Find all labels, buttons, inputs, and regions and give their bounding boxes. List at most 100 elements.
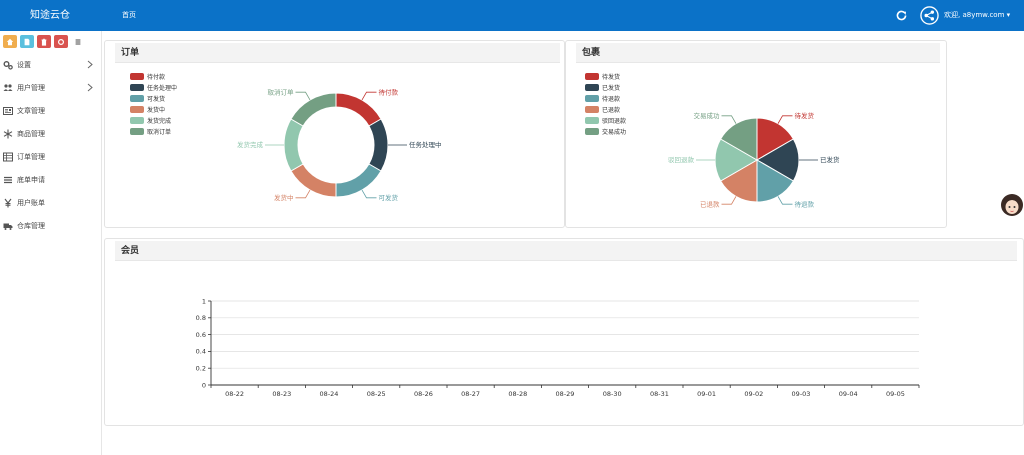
pie-slice-label: 取消订单	[268, 87, 295, 96]
legend-item[interactable]: 取消订单	[130, 126, 177, 137]
legend-item[interactable]: 待发货	[585, 71, 626, 82]
legend-label: 发货完成	[147, 118, 172, 125]
legend-item[interactable]: 已发货	[585, 82, 626, 93]
legend-swatch	[585, 84, 599, 91]
legend-swatch	[585, 95, 599, 102]
y-tick-label: 0.4	[196, 348, 206, 356]
shortcut-bar	[3, 35, 85, 48]
pie-slice-label: 待付款	[379, 87, 399, 96]
orders-panel: 订单 待付款 任务处理中 可发货 发货中 发货完成 取消订单 待付款 任务处理中 可发货 发货中…	[104, 40, 565, 228]
y-tick-label: 0.6	[196, 331, 206, 339]
legend-item[interactable]: 发货中	[130, 104, 177, 115]
legend-label: 待发货	[602, 74, 621, 81]
trash-shortcut-button[interactable]	[37, 35, 51, 48]
x-tick-label: 08-25	[367, 390, 386, 398]
sidebar-item-orders[interactable]: 订单管理	[0, 145, 101, 168]
legend-swatch	[585, 106, 599, 113]
legend-swatch	[130, 84, 144, 91]
list-shortcut-button[interactable]	[71, 35, 85, 48]
pie-slice[interactable]	[756, 138, 800, 182]
pie-slice[interactable]	[719, 117, 758, 161]
legend-label: 驳回退款	[602, 118, 627, 125]
packages-legend: 待发货 已发货待退款已退款驳回退款交易成功	[585, 71, 626, 137]
legend-item[interactable]: 交易成功	[585, 126, 626, 137]
list-icon	[4, 176, 12, 183]
legend-swatch	[585, 117, 599, 124]
settings-shortcut-button[interactable]	[54, 35, 68, 48]
pie-slice-label: 交易成功	[694, 111, 721, 120]
home-icon	[6, 38, 14, 45]
list-icon	[75, 39, 81, 44]
truck-icon	[3, 223, 13, 230]
legend-swatch	[130, 128, 144, 135]
pie-label-line	[777, 196, 793, 205]
members-line-chart: 0 0.2 0.4 0.6 0.8 1 08-22 08-23 08-24 08-25 08-26 0…	[196, 297, 920, 398]
top-bar: 知途云仓 首页 欢迎, a8ymw.com ▾	[0, 0, 1024, 31]
x-tick-label: 08-26	[414, 390, 433, 398]
members-panel: 会员 0 0.2 0.4 0.6 0.8 1 08-22 08-23 08-24 08-25 08-…	[104, 238, 1024, 426]
legend-item[interactable]: 待付款	[130, 71, 177, 82]
pie-slice[interactable]	[719, 159, 758, 203]
legend-label: 待付款	[147, 74, 166, 81]
legend-label: 待退款	[602, 96, 621, 103]
trash-icon	[41, 38, 47, 46]
pie-slice[interactable]	[756, 159, 795, 203]
sidebar-item-label: 商品管理	[17, 129, 45, 138]
legend-label: 已退款	[602, 107, 621, 114]
pie-slice[interactable]	[290, 163, 337, 198]
user-menu-toggle[interactable]: 欢迎, a8ymw.com ▾	[944, 0, 1010, 31]
welcome-text: 欢迎, a8ymw.com	[944, 11, 1005, 19]
sidebar-item-bills[interactable]: 用户账单	[0, 191, 101, 214]
legend-item[interactable]: 可发货	[130, 93, 177, 104]
sidebar-item-users[interactable]: 用户管理	[0, 76, 101, 99]
sidebar-item-label: 文章管理	[17, 106, 45, 115]
sidebar-item-articles[interactable]: 文章管理	[0, 99, 101, 122]
pie-slice[interactable]	[756, 117, 795, 161]
pie-label-line	[721, 196, 737, 205]
users-icon	[3, 83, 13, 91]
pie-slice[interactable]	[368, 118, 389, 172]
home-shortcut-button[interactable]	[3, 35, 17, 48]
brand-logo[interactable]: 知途云仓	[30, 10, 70, 21]
sidebar-item-warehouse[interactable]: 仓库管理	[0, 214, 101, 237]
sidebar-item-settings[interactable]: 设置	[0, 53, 101, 76]
assistant-avatar-icon[interactable]	[1000, 192, 1024, 218]
y-tick-label: 0.2	[196, 365, 206, 373]
members-panel-title: 会员	[115, 241, 1017, 261]
pie-slice[interactable]	[714, 138, 758, 182]
orders-panel-title: 订单	[115, 43, 560, 63]
legend-label: 可发货	[147, 96, 166, 103]
sidebar: 设置 用户管理 文章管理 商品管理 订单管理 底单申请 用户账单	[0, 31, 102, 455]
file-shortcut-button[interactable]	[20, 35, 34, 48]
legend-item[interactable]: 任务处理中	[130, 82, 177, 93]
pie-slice-label: 可发货	[379, 193, 399, 202]
sidebar-item-label: 设置	[17, 60, 31, 69]
legend-item[interactable]: 已退款	[585, 104, 626, 115]
x-tick-label: 08-30	[603, 390, 622, 398]
legend-item[interactable]: 发货完成	[130, 115, 177, 126]
x-tick-label: 09-04	[839, 390, 858, 398]
sidebar-item-products[interactable]: 商品管理	[0, 122, 101, 145]
pie-slice-label: 驳回退款	[668, 155, 695, 164]
x-tick-label: 08-27	[461, 390, 480, 398]
table-icon	[3, 152, 13, 161]
file-icon	[24, 38, 30, 45]
legend-label: 发货中	[147, 107, 166, 114]
legend-item[interactable]: 驳回退款	[585, 115, 626, 126]
legend-item[interactable]: 待退款	[585, 93, 626, 104]
legend-swatch	[130, 73, 144, 80]
sidebar-item-slip-requests[interactable]: 底单申请	[0, 168, 101, 191]
refresh-icon[interactable]	[895, 9, 908, 22]
legend-label: 交易成功	[602, 129, 627, 136]
pie-slice[interactable]	[283, 118, 304, 172]
share-icon[interactable]	[920, 6, 939, 25]
chevron-right-icon	[87, 83, 93, 92]
nav-home-link[interactable]: 首页	[122, 11, 136, 19]
pie-slice[interactable]	[335, 92, 382, 127]
gears-icon	[3, 60, 13, 70]
pie-label-line	[361, 91, 377, 101]
pie-slice[interactable]	[290, 92, 337, 127]
x-tick-label: 08-31	[650, 390, 669, 398]
pie-slice[interactable]	[335, 163, 382, 198]
pie-slice-label: 待退款	[795, 199, 815, 208]
